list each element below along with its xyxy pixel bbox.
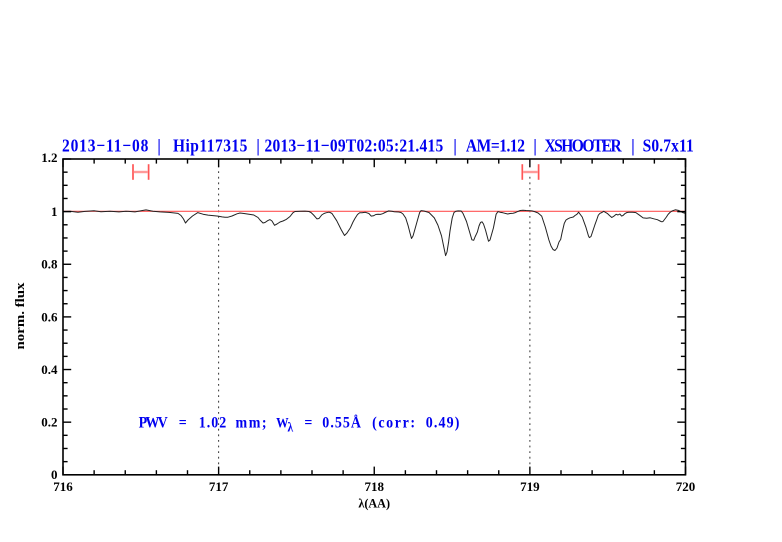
svg-text:720: 720: [676, 479, 696, 494]
svg-text:717: 717: [209, 479, 229, 494]
svg-text:norm. flux: norm. flux: [12, 282, 27, 350]
svg-text:719: 719: [520, 479, 540, 494]
svg-text:0.8: 0.8: [41, 257, 58, 272]
svg-text:716: 716: [53, 479, 73, 494]
svg-text:λ(AA): λ(AA): [358, 496, 390, 511]
svg-text:718: 718: [364, 479, 384, 494]
svg-text:2013−11−08|Hip117315|2013−11−0: 2013−11−08 | Hip117315 | 2013−11−09T02:05:21…: [62, 135, 694, 155]
svg-text:0.2: 0.2: [41, 415, 57, 430]
svg-text:1: 1: [51, 204, 58, 219]
svg-text:0.6: 0.6: [41, 309, 58, 324]
svg-text:0.4: 0.4: [41, 362, 58, 377]
svg-text:1.2: 1.2: [41, 150, 57, 165]
svg-text:0: 0: [51, 467, 58, 482]
